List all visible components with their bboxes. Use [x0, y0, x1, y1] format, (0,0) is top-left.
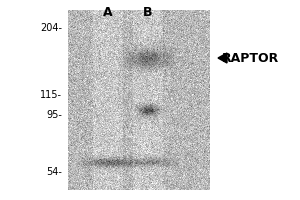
- Text: A: A: [103, 5, 113, 19]
- Text: B: B: [143, 5, 153, 19]
- Text: 115-: 115-: [40, 90, 62, 100]
- Text: 204-: 204-: [40, 23, 62, 33]
- Polygon shape: [218, 53, 227, 63]
- Text: RAPTOR: RAPTOR: [222, 51, 279, 64]
- Text: 95-: 95-: [46, 110, 62, 120]
- Text: 54-: 54-: [46, 167, 62, 177]
